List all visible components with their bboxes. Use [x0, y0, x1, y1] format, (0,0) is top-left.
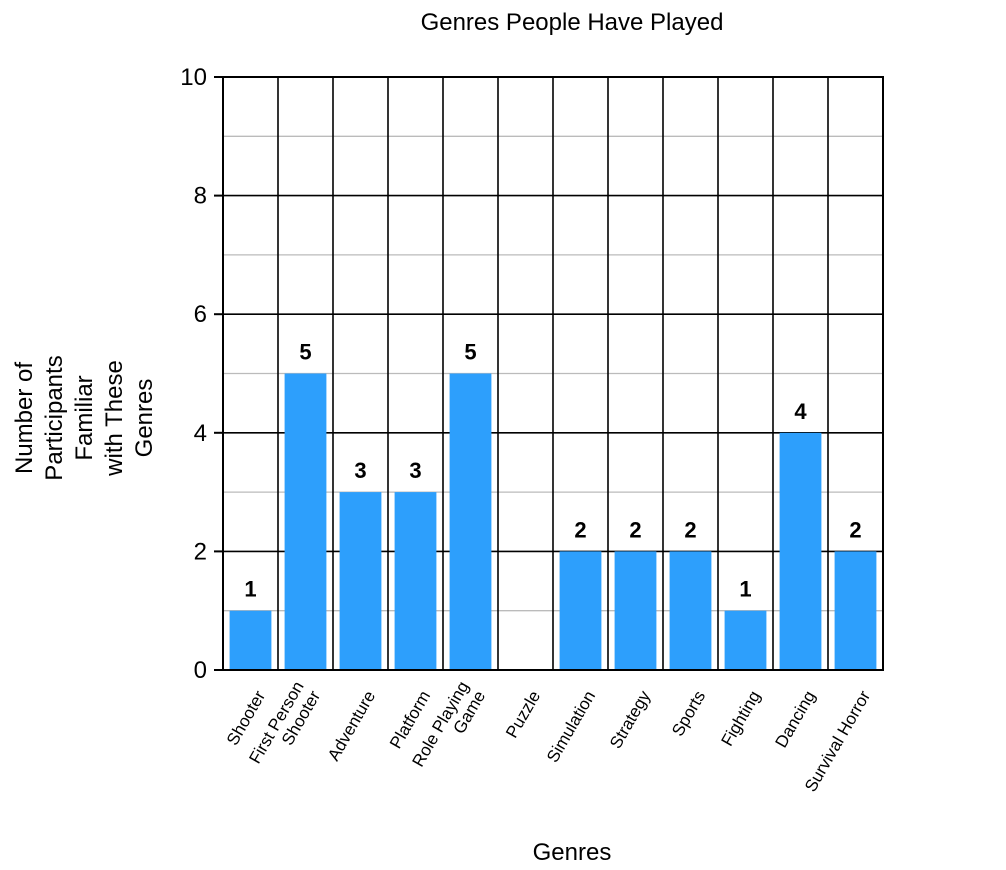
- y-axis-label-line: Genres: [131, 379, 158, 458]
- y-axis-label: Number of Participants Familiar with These G…: [11, 355, 158, 480]
- x-tick-label-line: Adventure: [324, 688, 379, 765]
- y-axis-label-line: with These: [101, 360, 128, 477]
- data-label: 5: [299, 340, 311, 365]
- chart-title: Genres People Have Played: [421, 9, 724, 36]
- svg-text:Dancing: Dancing: [772, 688, 820, 752]
- y-axis-label-line: Familiar: [71, 375, 98, 460]
- bar: [394, 492, 437, 670]
- svg-text:Sports: Sports: [668, 688, 709, 740]
- x-tick-label-line: Simulation: [543, 688, 599, 766]
- data-label: 2: [684, 517, 696, 542]
- data-label: 1: [739, 577, 751, 602]
- plot-border: [222, 76, 884, 671]
- bar: [669, 551, 712, 670]
- y-axis-label-line: Number of: [11, 362, 38, 474]
- data-label: 1: [244, 577, 256, 602]
- x-tick-label: Simulation: [543, 688, 599, 766]
- x-tick-label: Adventure: [324, 688, 379, 765]
- bar: [834, 551, 877, 670]
- bar: [229, 610, 272, 670]
- y-tick-label: 6: [194, 301, 207, 328]
- y-tick-label: 10: [180, 64, 207, 91]
- svg-text:Adventure: Adventure: [324, 688, 379, 765]
- x-tick-label: Puzzle: [502, 688, 544, 742]
- bar: [724, 610, 767, 670]
- x-tick-label: Dancing: [772, 688, 820, 752]
- x-tick-label-line: Sports: [668, 688, 709, 740]
- x-axis-label: Genres: [533, 839, 612, 865]
- x-tick-label-line: Dancing: [772, 688, 820, 752]
- x-tick-label-line: Fighting: [717, 688, 764, 750]
- x-tick-label: Sports: [668, 688, 709, 740]
- data-label: 5: [464, 340, 476, 365]
- y-tick-label: 0: [194, 657, 207, 684]
- data-label: 3: [354, 458, 366, 483]
- grid: [223, 77, 883, 670]
- data-label: 2: [629, 517, 641, 542]
- svg-text:Simulation: Simulation: [543, 688, 599, 766]
- data-labels: 1 5 3 3 5 2 2 2 1 4 2: [244, 340, 861, 602]
- svg-text:Fighting: Fighting: [717, 688, 764, 750]
- bar: [449, 373, 492, 670]
- y-axis-label-line: Participants: [41, 355, 68, 480]
- bar: [614, 551, 657, 670]
- data-label: 4: [794, 399, 807, 424]
- plot-frame: [222, 76, 884, 671]
- data-label: 2: [574, 517, 586, 542]
- bars: [229, 373, 877, 670]
- x-tick-label: Fighting: [717, 688, 764, 750]
- svg-text:Puzzle: Puzzle: [502, 688, 544, 742]
- x-tick-label-line: Puzzle: [502, 688, 544, 742]
- x-tick-label: Strategy: [606, 687, 654, 752]
- y-axis-ticks: 0 2 4 6 8 10: [180, 64, 223, 684]
- bar: [559, 551, 602, 670]
- y-tick-label: 4: [194, 420, 207, 447]
- y-tick-label: 2: [194, 538, 207, 565]
- data-label: 2: [849, 517, 861, 542]
- data-label: 3: [409, 458, 421, 483]
- bar: [284, 373, 327, 670]
- x-tick-label-line: Strategy: [606, 687, 654, 752]
- y-tick-label: 8: [194, 183, 207, 210]
- svg-text:Strategy: Strategy: [606, 687, 654, 752]
- bar: [779, 432, 822, 670]
- bar: [339, 492, 382, 670]
